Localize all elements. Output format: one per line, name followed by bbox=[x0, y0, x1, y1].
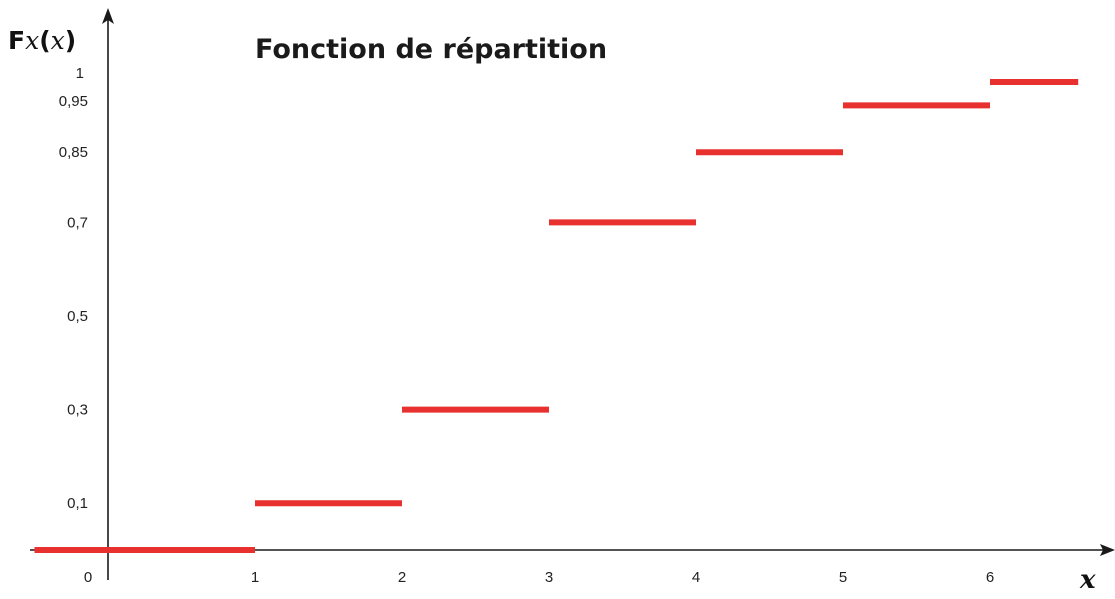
x-tick-label-0: 0 bbox=[84, 569, 92, 586]
x-tick-label-5: 5 bbox=[839, 569, 847, 586]
y-tick-label: 1 bbox=[76, 65, 84, 82]
y-tick-label: 0,1 bbox=[67, 495, 88, 512]
chart-title: Fonction de répartition bbox=[255, 34, 607, 65]
x-tick-label-2: 2 bbox=[398, 569, 406, 586]
y-tick-label: 0,5 bbox=[67, 308, 88, 325]
axes bbox=[30, 8, 1115, 580]
y-tick-label: 0,95 bbox=[59, 93, 88, 110]
step-segments bbox=[34, 79, 1079, 553]
y-axis-label-main: F bbox=[8, 26, 25, 55]
y-axis-label-variable: x bbox=[51, 26, 65, 55]
y-tick-label: 0,7 bbox=[67, 214, 88, 231]
y-axis-label-paren-close: ) bbox=[65, 26, 76, 55]
x-tick-label-6: 6 bbox=[986, 569, 994, 586]
x-tick-label-4: 4 bbox=[692, 569, 700, 586]
x-axis-arrow bbox=[1100, 544, 1115, 556]
y-axis-label-subscript: x bbox=[25, 26, 39, 55]
x-axis-label: x bbox=[1079, 565, 1096, 595]
x-tick-label-3: 3 bbox=[545, 569, 553, 586]
y-axis-label-paren-open: ( bbox=[39, 26, 50, 55]
y-axis-arrow bbox=[102, 8, 114, 24]
y-tick-label: 0,3 bbox=[67, 402, 88, 419]
y-axis-label: Fx(x) bbox=[8, 26, 76, 55]
tick-labels: 0 1 2 3 4 5 6 0,1 0,3 0,5 0,7 0,85 0,95 1 bbox=[59, 65, 994, 586]
y-tick-label: 0,85 bbox=[59, 144, 88, 161]
x-tick-label-1: 1 bbox=[251, 569, 259, 586]
